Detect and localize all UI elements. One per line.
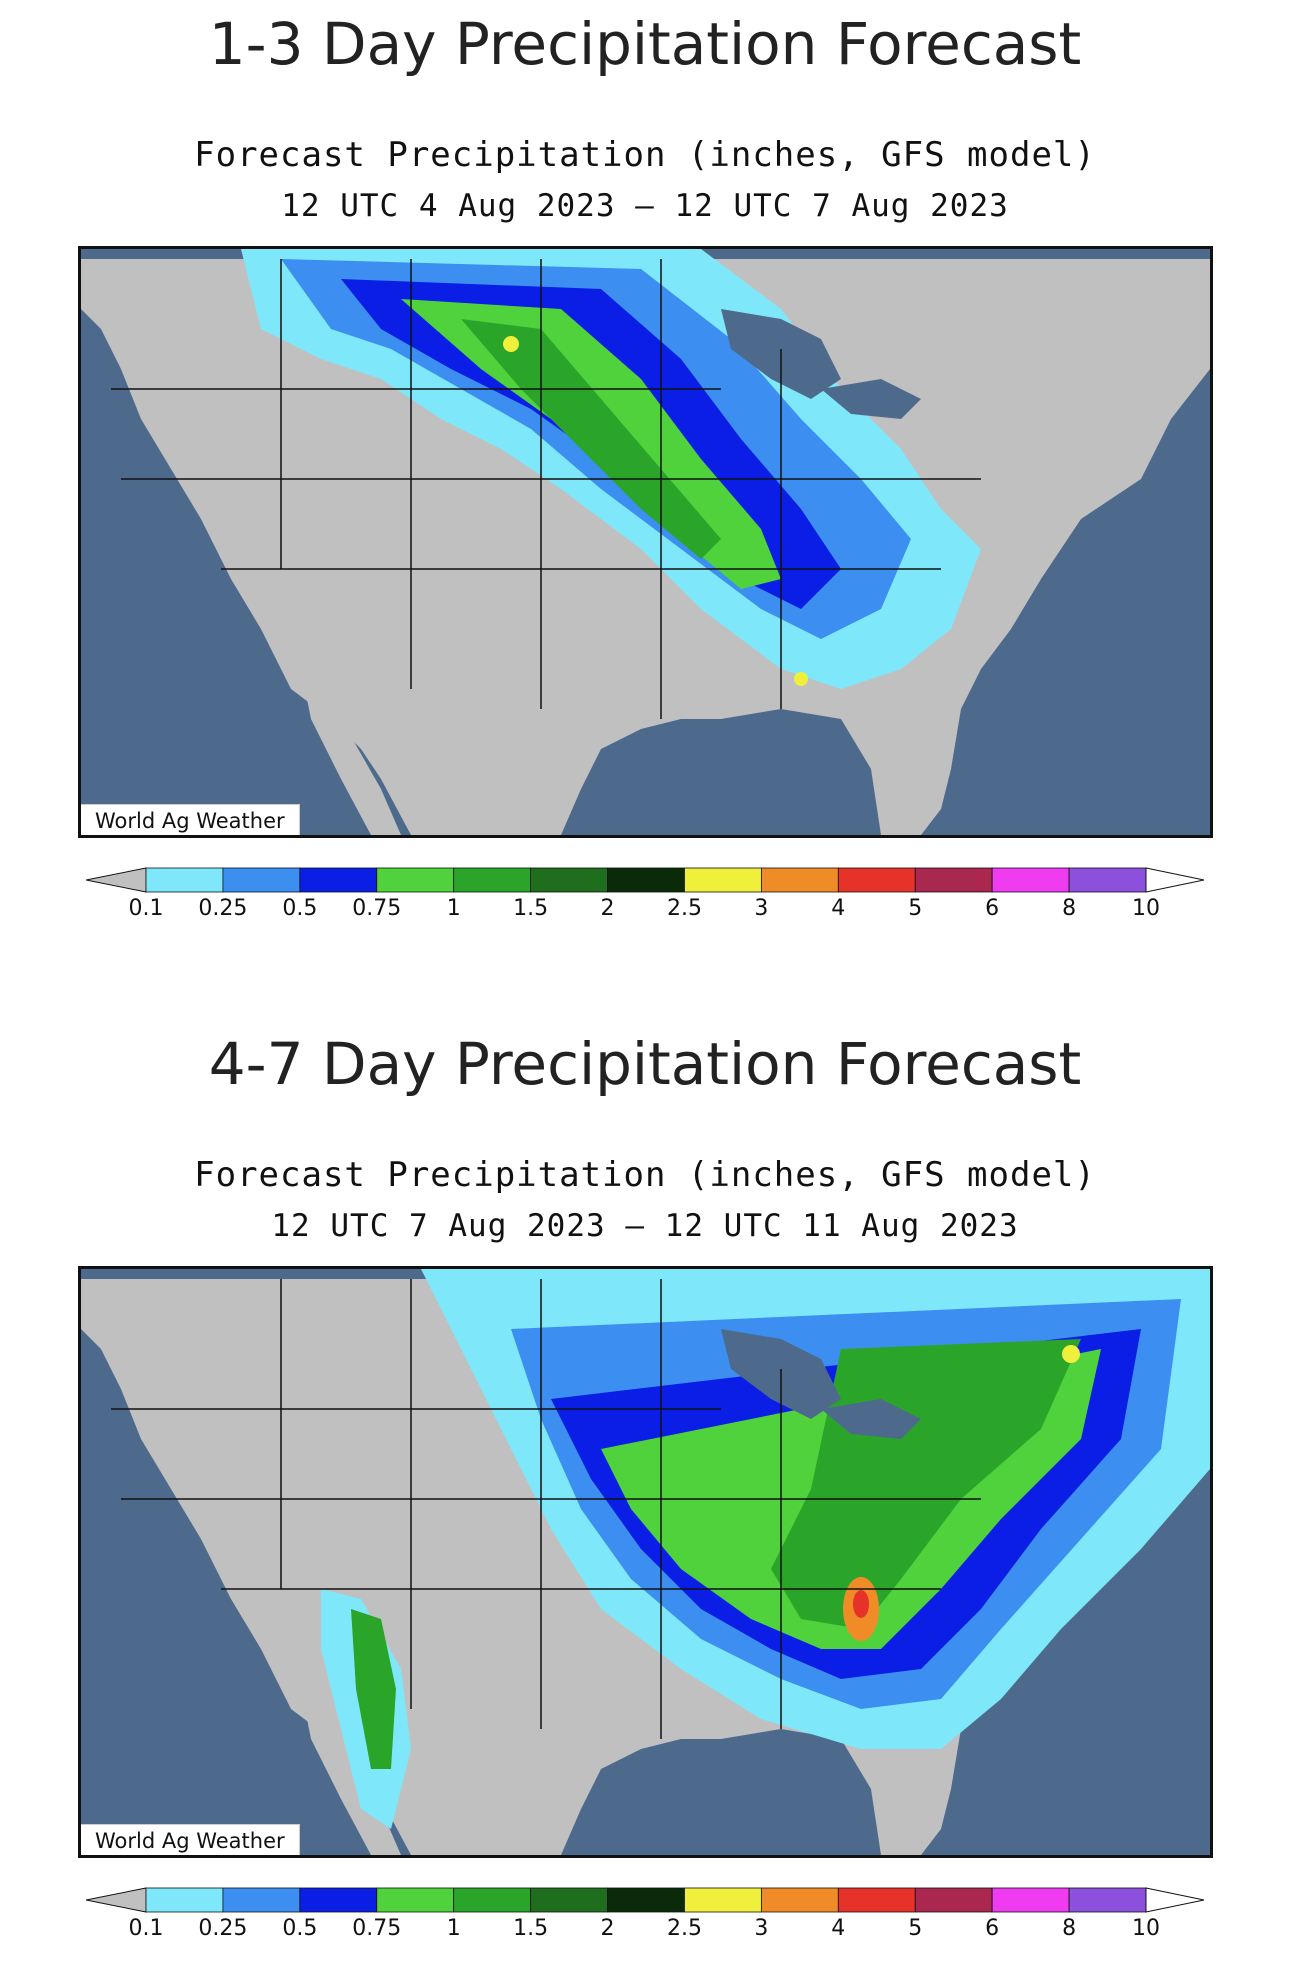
precipitation-map: World Ag Weather [78, 1266, 1213, 1858]
legend-swatch [453, 1887, 532, 1913]
panel-heading: 4-7 Day Precipitation Forecast [208, 1030, 1082, 1098]
legend-swatch [222, 1887, 301, 1913]
legend-tick-label: 0.25 [198, 1916, 248, 1941]
legend-swatch [86, 867, 147, 893]
legend-swatch [453, 867, 532, 893]
legend-swatch [222, 867, 301, 893]
legend-swatch [991, 1887, 1070, 1913]
legend-swatch [607, 867, 685, 893]
legend-tick-label: 3 [754, 896, 769, 921]
legend-swatch [530, 1887, 608, 1913]
legend-tick-label: 6 [985, 896, 1000, 921]
legend-colorbar [86, 1887, 1205, 1913]
legend-swatch [837, 867, 916, 893]
legend-tick-label: 6 [985, 1916, 1000, 1941]
legend-swatch [607, 1887, 685, 1913]
legend-tick-label: 1 [446, 1916, 461, 1941]
legend-swatch [530, 867, 608, 893]
legend-tick-label: 2 [600, 896, 615, 921]
map-subtitle: Forecast Precipitation (inches, GFS mode… [194, 135, 1096, 175]
legend-swatch [914, 1887, 993, 1913]
legend-swatch [145, 867, 224, 893]
map-graphic [81, 1269, 1210, 1855]
map-graphic [81, 249, 1210, 835]
legend-tick-label: 2.5 [666, 1916, 702, 1941]
legend-swatch [86, 1887, 147, 1913]
legend-swatch [760, 1887, 839, 1913]
legend-swatch [684, 867, 762, 893]
legend-tick-label: 0.5 [282, 1916, 318, 1941]
legend-colorbar [86, 867, 1205, 893]
legend-swatch [376, 867, 455, 893]
legend-tick-label: 0.1 [128, 896, 164, 921]
legend-swatch [760, 867, 839, 893]
map-period: 12 UTC 4 Aug 2023 – 12 UTC 7 Aug 2023 [281, 188, 1009, 224]
legend-swatch [1068, 1887, 1147, 1913]
legend-swatch [376, 1887, 455, 1913]
legend-tick-label: 5 [908, 1916, 923, 1941]
legend-tick-label: 1.5 [513, 896, 549, 921]
legend-tick-label: 8 [1062, 1916, 1077, 1941]
legend-tick-label: 2.5 [666, 896, 702, 921]
legend-tick-label: 0.75 [352, 896, 402, 921]
panel-heading: 1-3 Day Precipitation Forecast [208, 10, 1082, 78]
legend-swatch [299, 1887, 378, 1913]
legend-swatch [145, 1887, 224, 1913]
legend-tick-label: 1 [446, 896, 461, 921]
legend-tick-label: 10 [1132, 1916, 1160, 1941]
legend-tick-label: 0.75 [352, 1916, 402, 1941]
legend-swatch [914, 867, 993, 893]
map-period: 12 UTC 7 Aug 2023 – 12 UTC 11 Aug 2023 [271, 1208, 1019, 1244]
legend-tick-label: 10 [1132, 896, 1160, 921]
legend-tick-label: 4 [831, 1916, 846, 1941]
legend-tick-label: 5 [908, 896, 923, 921]
legend-swatch [1145, 1887, 1205, 1913]
legend-tick-label: 8 [1062, 896, 1077, 921]
legend-tick-label: 0.25 [198, 896, 248, 921]
legend-swatch [837, 1887, 916, 1913]
legend-tick-label: 2 [600, 1916, 615, 1941]
precipitation-map: World Ag Weather [78, 246, 1213, 838]
precipitation-legend: 0.1 0.25 0.5 0.75 1 1.5 2 2.5 3 4 5 6 8 10 [86, 862, 1206, 932]
legend-tick-label: 0.5 [282, 896, 318, 921]
legend-tick-label: 0.1 [128, 1916, 164, 1941]
legend-swatch [1068, 867, 1147, 893]
legend-swatch [1145, 867, 1205, 893]
map-subtitle: Forecast Precipitation (inches, GFS mode… [194, 1155, 1096, 1195]
legend-tick-label: 3 [754, 1916, 769, 1941]
map-credit: World Ag Weather [81, 804, 300, 835]
legend-tick-label: 1.5 [513, 1916, 549, 1941]
legend-swatch [991, 867, 1070, 893]
legend-tick-label: 4 [831, 896, 846, 921]
map-credit: World Ag Weather [81, 1824, 300, 1855]
precipitation-legend: 0.1 0.25 0.5 0.75 1 1.5 2 2.5 3 4 5 6 8 10 [86, 1882, 1206, 1952]
legend-swatch [299, 867, 378, 893]
legend-swatch [684, 1887, 762, 1913]
